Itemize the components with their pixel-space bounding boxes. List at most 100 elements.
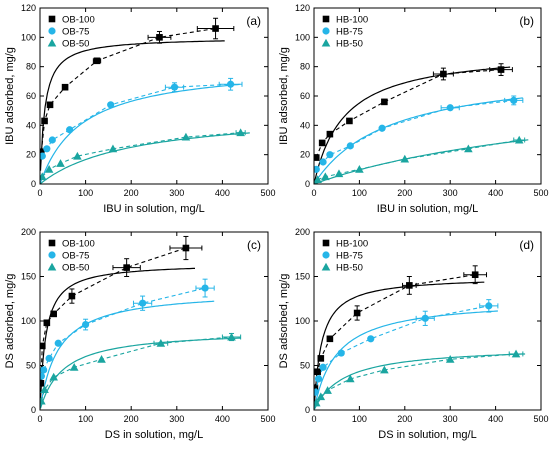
- legend-label: OB-100: [62, 15, 95, 26]
- data-point: [318, 139, 326, 147]
- data-point: [326, 151, 334, 159]
- x-tick-label: 500: [260, 188, 275, 198]
- x-tick-label: 200: [397, 188, 412, 198]
- series-hb-100: [314, 63, 513, 183]
- x-axis-label: IBU in solution, mg/L: [103, 203, 205, 215]
- data-point: [40, 152, 46, 160]
- legend-marker: [48, 27, 56, 35]
- y-tick-label: 40: [26, 120, 36, 130]
- plot-frame: [39, 231, 269, 411]
- data-point: [181, 132, 191, 141]
- data-point: [56, 159, 65, 167]
- x-tick-label: 200: [397, 414, 412, 424]
- legend-label: OB-50: [62, 263, 89, 274]
- x-tick-label: 100: [352, 414, 367, 424]
- data-point: [107, 101, 115, 109]
- data-point: [43, 145, 51, 153]
- dashed-line: [40, 336, 232, 402]
- x-tick-label: 500: [533, 414, 548, 424]
- legend-marker: [321, 38, 331, 47]
- y-tick-label: 40: [300, 120, 310, 130]
- data-point: [48, 136, 56, 144]
- data-point: [355, 165, 364, 173]
- y-tick-label: 20: [300, 150, 310, 160]
- data-point: [170, 83, 179, 91]
- data-point: [314, 398, 321, 407]
- legend-label: OB-75: [62, 251, 89, 262]
- fit-curve: [314, 139, 529, 184]
- series-hb-100: [314, 265, 488, 403]
- legend-label: HB-100: [336, 239, 368, 250]
- data-point: [346, 117, 353, 125]
- data-point: [54, 339, 62, 347]
- x-tick-label: 400: [488, 414, 503, 424]
- data-point: [314, 154, 320, 161]
- y-tick-label: 0: [305, 405, 310, 415]
- data-point: [40, 342, 46, 350]
- legend-marker: [47, 262, 57, 271]
- series-ob-100: [40, 235, 203, 400]
- legend-marker: [322, 251, 330, 259]
- data-point: [43, 319, 51, 327]
- y-tick-label: 20: [26, 150, 36, 160]
- data-point: [326, 335, 334, 343]
- legend-label: HB-75: [336, 27, 363, 38]
- data-point: [314, 165, 320, 173]
- data-point: [334, 169, 344, 178]
- x-tick-label: 200: [124, 414, 139, 424]
- x-tick-label: 400: [215, 414, 230, 424]
- data-point: [44, 165, 54, 173]
- plot-area: [314, 265, 526, 410]
- fit-curve: [314, 66, 511, 183]
- data-point: [68, 292, 76, 300]
- data-point: [321, 172, 330, 181]
- data-point: [445, 354, 455, 363]
- x-tick-label: 0: [37, 188, 42, 198]
- legend-marker: [322, 15, 330, 23]
- fit-curve: [40, 83, 240, 183]
- plot-frame: [313, 7, 542, 185]
- data-point: [45, 354, 53, 362]
- data-point: [212, 25, 219, 32]
- fit-curve: [40, 337, 241, 409]
- series-ob-75: [40, 278, 215, 408]
- data-point: [381, 98, 388, 106]
- data-point: [440, 70, 447, 78]
- y-axis-label: DS adsorbed, mg/g: [4, 274, 16, 369]
- data-point: [353, 309, 361, 317]
- y-tick-label: 60: [26, 91, 36, 101]
- x-axis-label: DS in solution, mg/L: [105, 429, 203, 441]
- x-tick-label: 100: [78, 188, 93, 198]
- legend-marker: [47, 38, 57, 47]
- data-point: [40, 172, 47, 181]
- legend-label: HB-100: [336, 15, 368, 26]
- legend-label: HB-50: [336, 39, 363, 50]
- x-tick-label: 300: [169, 414, 184, 424]
- data-point: [406, 282, 413, 289]
- series-hb-75: [314, 95, 524, 184]
- y-tick-label: 120: [295, 3, 310, 13]
- plot-area: [40, 17, 250, 184]
- data-point: [40, 385, 49, 393]
- data-point: [323, 386, 332, 394]
- data-point: [421, 314, 429, 322]
- data-point: [139, 299, 147, 307]
- panel-label: (a): [246, 14, 261, 28]
- chart-panel-a: 0 100 200 300 400 500 0 20 40 60 80 100 120 IBU in so…: [4, 3, 276, 215]
- x-tick-label: 0: [37, 414, 42, 424]
- data-point: [227, 332, 236, 341]
- data-point: [485, 302, 493, 310]
- data-point: [41, 117, 48, 125]
- x-tick-label: 500: [533, 188, 548, 198]
- y-tick-label: 120: [21, 3, 36, 13]
- fit-curve: [40, 267, 195, 400]
- x-tick-label: 0: [311, 188, 316, 198]
- y-axis-label: DS adsorbed, mg/g: [278, 274, 290, 369]
- data-point: [40, 148, 45, 156]
- legend-label: OB-100: [62, 239, 95, 250]
- series-hb-75: [314, 299, 499, 408]
- y-tick-label: 100: [295, 32, 310, 42]
